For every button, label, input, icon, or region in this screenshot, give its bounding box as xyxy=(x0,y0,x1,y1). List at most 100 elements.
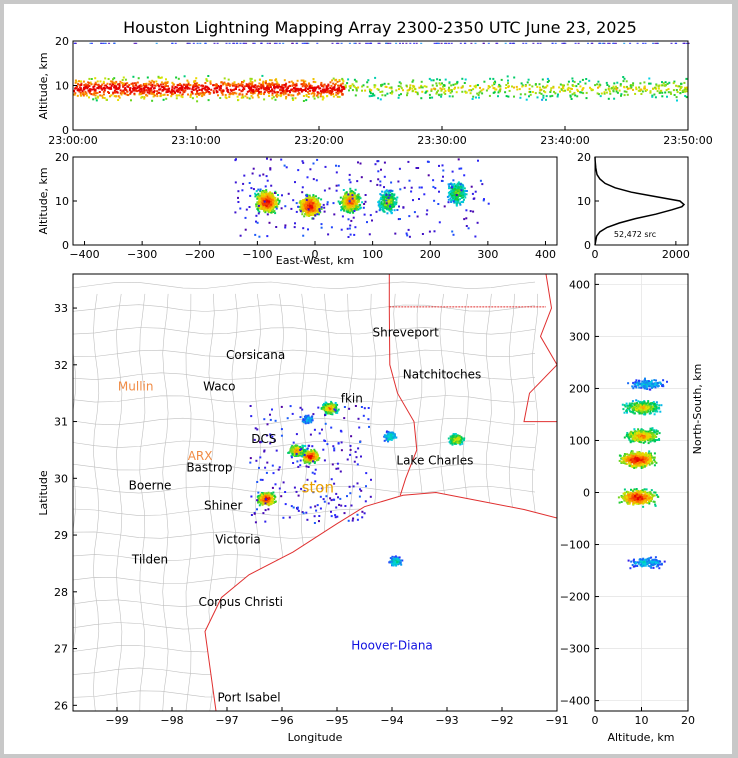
east-west-source xyxy=(343,203,346,206)
altitude-time-source xyxy=(380,84,383,87)
altitude-time-source xyxy=(169,90,172,93)
east-west-source xyxy=(272,208,275,211)
altitude-time-source xyxy=(164,81,167,84)
east-west-source xyxy=(310,197,313,200)
altitude-time-source xyxy=(181,96,184,99)
altitude-time-source xyxy=(309,84,312,87)
altitude-time-source xyxy=(321,90,324,93)
east-west-source xyxy=(257,212,260,215)
altitude-time-source xyxy=(655,87,658,90)
east-west-source xyxy=(432,179,435,182)
altitude-time-source xyxy=(281,84,284,87)
altitude-time-source xyxy=(271,89,274,92)
altitude-time-source xyxy=(203,92,206,94)
altitude-time-source xyxy=(263,88,266,91)
altitude-time-source xyxy=(276,82,279,85)
altitude-time-source xyxy=(372,92,374,95)
county-line xyxy=(185,293,192,711)
altitude-time-source xyxy=(218,85,221,88)
east-west-source xyxy=(366,221,368,224)
altitude-time-source xyxy=(369,92,372,95)
plan-view-source xyxy=(311,453,314,456)
altitude-time-source xyxy=(153,87,156,90)
altitude-time-source xyxy=(353,85,356,88)
east-west-source xyxy=(271,194,274,197)
altitude-time-source xyxy=(284,85,287,88)
altitude-time-source xyxy=(552,86,555,89)
altitude-time-source xyxy=(341,93,344,95)
altitude-time-source xyxy=(672,89,675,92)
east-west-source xyxy=(456,195,459,198)
altitude-time-source xyxy=(122,82,125,85)
altitude-time-source xyxy=(131,82,134,85)
altitude-time-source xyxy=(577,90,579,93)
east-west-source xyxy=(343,209,346,212)
east-west-source xyxy=(460,167,463,170)
east-west-source xyxy=(345,195,348,198)
east-west-source xyxy=(447,191,450,194)
altitude-time-source xyxy=(74,92,77,95)
east-west-source xyxy=(300,201,303,204)
altitude-time-source xyxy=(185,83,188,86)
altitude-time-source xyxy=(564,89,567,92)
altitude-time-source xyxy=(492,77,495,80)
altitude-time-source xyxy=(513,86,515,89)
altitude-time-source xyxy=(87,81,90,84)
east-west-source xyxy=(453,199,456,202)
altitude-time-source xyxy=(183,75,186,78)
plan-view-source xyxy=(313,448,316,451)
altitude-time-source xyxy=(245,85,248,87)
altitude-time-source xyxy=(470,42,473,44)
altitude-time-source xyxy=(203,93,206,96)
east-west-source xyxy=(394,197,397,200)
altitude-time-source xyxy=(256,94,259,97)
altitude-time-source xyxy=(283,90,286,93)
plan-view-source xyxy=(306,452,309,455)
east-west-source xyxy=(357,200,360,203)
altitude-time-source xyxy=(379,91,382,93)
figure-frame: Houston Lightning Mapping Array 2300-235… xyxy=(4,4,732,754)
altitude-time-source xyxy=(584,82,587,85)
altitude-time-source xyxy=(329,81,332,84)
altitude-time-panel: 23:00:00 23:10:00 23:20:00 23:30:00 23:40:00… xyxy=(37,35,713,147)
east-west-source xyxy=(443,205,446,208)
east-west-source xyxy=(263,198,266,201)
altitude-time-source xyxy=(248,97,251,100)
altitude-time-source xyxy=(629,84,632,87)
east-west-source xyxy=(385,189,388,192)
altitude-time-source xyxy=(320,81,323,84)
altitude-time-source xyxy=(296,79,299,82)
altitude-time-source xyxy=(276,95,278,98)
east-west-source xyxy=(320,206,323,209)
east-west-source xyxy=(277,194,279,196)
altitude-time-source xyxy=(302,83,305,85)
altitude-time-source xyxy=(579,85,582,88)
east-west-source xyxy=(255,203,258,206)
altitude-time-source xyxy=(212,84,215,87)
altitude-time-source xyxy=(424,91,427,94)
east-west-source xyxy=(345,205,348,208)
altitude-time-source xyxy=(397,96,400,99)
altitude-time-source xyxy=(529,93,532,96)
altitude-time-source xyxy=(634,92,637,95)
altitude-time-source xyxy=(175,76,178,79)
east-west-source xyxy=(450,193,452,195)
east-west-source xyxy=(387,196,390,199)
altitude-time-source xyxy=(444,78,447,81)
altitude-time-source xyxy=(226,84,229,86)
altitude-time-source xyxy=(351,83,354,86)
east-west-source xyxy=(392,198,395,201)
east-west-source xyxy=(345,210,348,213)
altitude-time-source xyxy=(193,83,196,86)
altitude-time-source xyxy=(542,96,545,99)
plan-view-source xyxy=(295,454,298,457)
east-west-source xyxy=(262,198,265,201)
altitude-time-source xyxy=(550,87,553,90)
altitude-time-source xyxy=(94,97,97,100)
altitude-time-source xyxy=(659,91,661,94)
altitude-time-source xyxy=(251,96,254,99)
east-west-source xyxy=(389,198,392,201)
altitude-time-source xyxy=(279,85,282,88)
altitude-time-source xyxy=(153,84,156,87)
